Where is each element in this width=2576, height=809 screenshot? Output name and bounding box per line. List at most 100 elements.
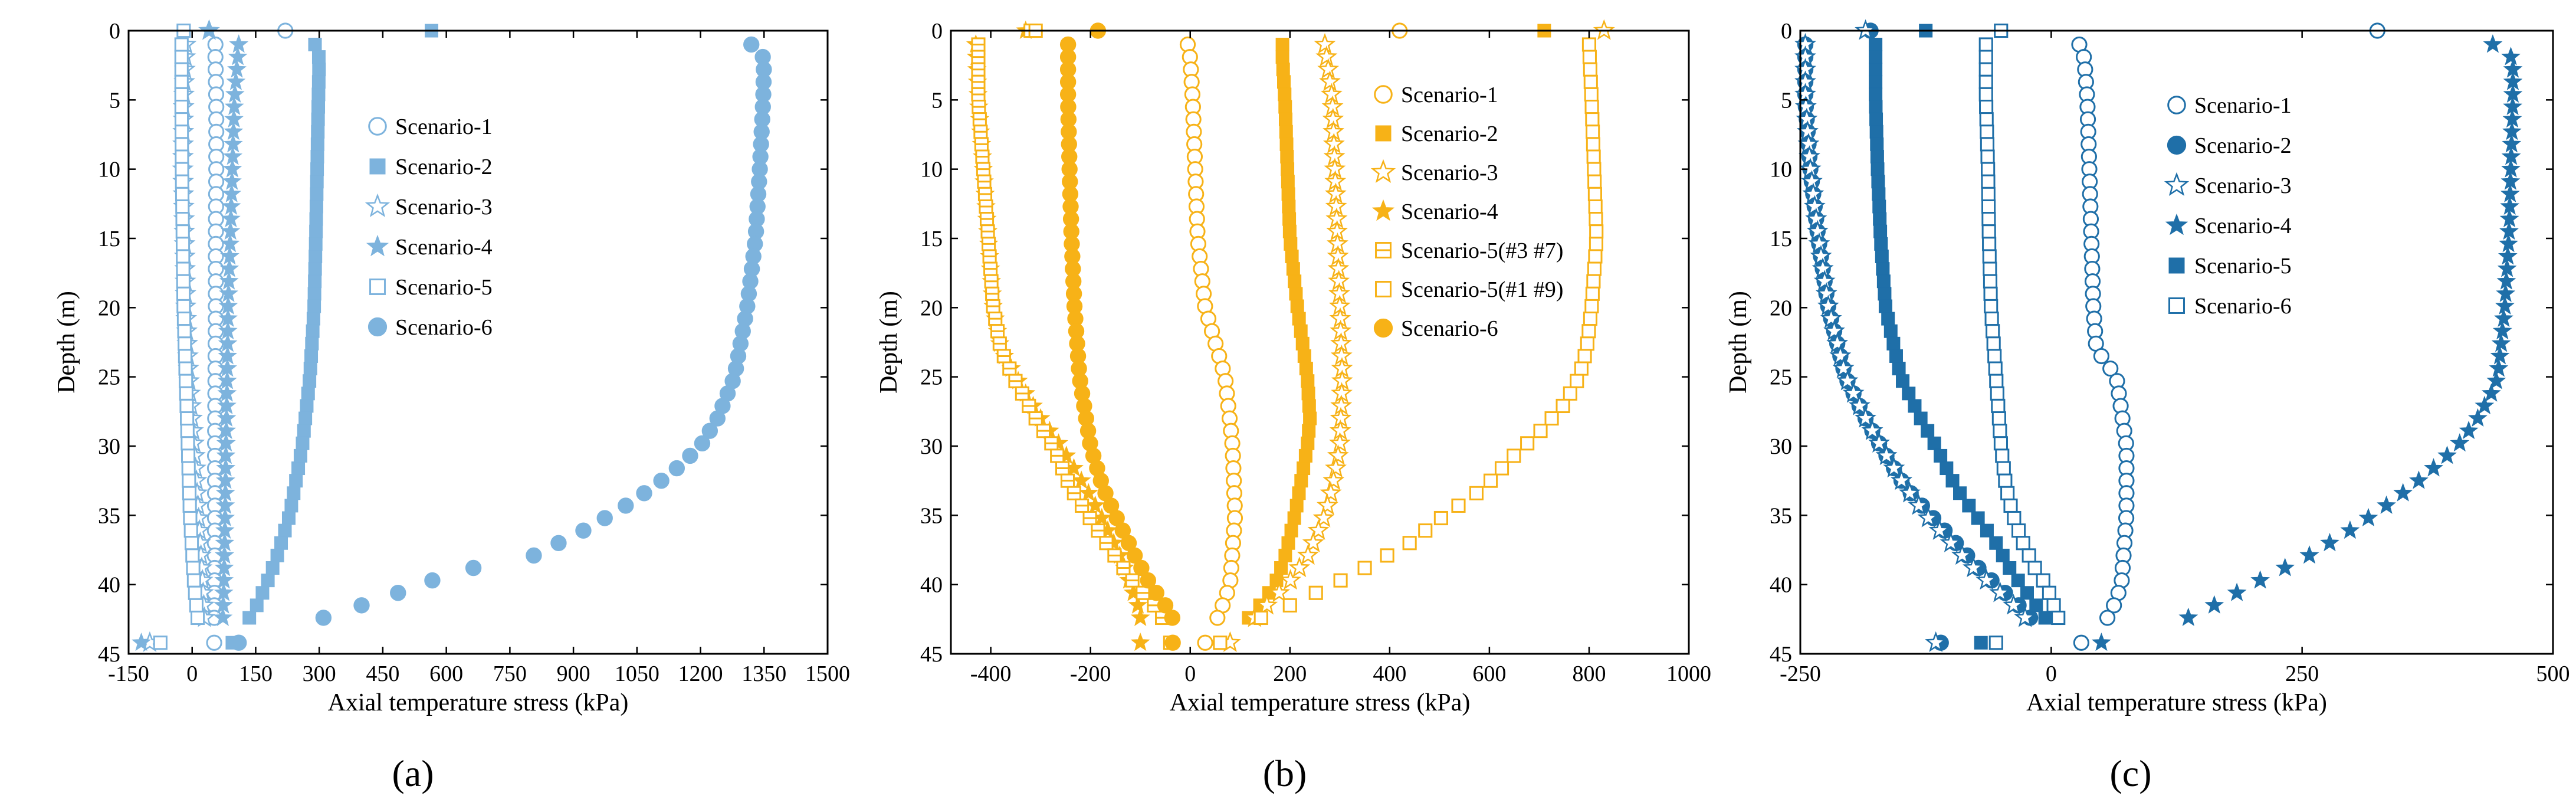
data-point — [1055, 461, 1070, 476]
data-point — [309, 250, 323, 264]
data-point — [1580, 336, 1594, 351]
data-point — [1278, 100, 1292, 114]
series-scenario-2 — [225, 24, 438, 650]
legend-entry: Scenario-6 — [1401, 316, 1498, 341]
data-point — [1951, 543, 1973, 565]
data-point — [1878, 287, 1892, 301]
y-tick-label: 35 — [1770, 503, 1792, 528]
x-tick-label: 1500 — [805, 661, 850, 686]
y-axis-label: Depth (m) — [53, 291, 80, 394]
data-point — [1870, 137, 1884, 151]
data-point — [255, 586, 270, 600]
data-point — [1282, 212, 1297, 226]
data-point — [1871, 175, 1885, 189]
legend-marker — [368, 117, 387, 136]
legend-entry: Scenario-3 — [1401, 161, 1498, 185]
data-point — [1281, 162, 1295, 176]
data-point — [2450, 433, 2470, 452]
data-point — [1891, 469, 1912, 490]
data-point — [1874, 237, 1888, 251]
data-point — [1586, 274, 1601, 289]
legend-entry: Scenario-3 — [395, 195, 493, 220]
data-point — [2051, 610, 2066, 625]
data-point — [1869, 87, 1883, 101]
data-point — [308, 262, 322, 276]
data-point — [1978, 37, 1993, 52]
legend: Scenario-1 Scenario-2 Scenario-3 Scenario-4… — [365, 114, 493, 340]
data-point — [1983, 274, 1998, 289]
data-point — [1842, 382, 1865, 403]
data-point — [2250, 570, 2270, 589]
data-point — [1802, 182, 1824, 204]
panel-b: -400 -200 0 200 400 600 800 1000 0 5 10 15 20 25 30 35 4… — [875, 19, 1711, 716]
data-point — [1587, 162, 1602, 176]
data-point — [1812, 257, 1834, 279]
data-point — [986, 299, 1000, 314]
x-tick-label: 500 — [2536, 661, 2570, 686]
legend-entry: Scenario-4 — [395, 235, 493, 260]
data-point — [353, 597, 370, 614]
data-point — [2492, 320, 2512, 340]
data-point — [982, 249, 997, 264]
data-point — [1971, 511, 1985, 525]
data-point — [2007, 510, 2022, 526]
data-point — [300, 399, 314, 413]
data-point — [550, 535, 567, 551]
data-point — [971, 62, 986, 77]
data-point — [1563, 386, 1577, 401]
data-point — [175, 199, 190, 214]
panel-a: -150 0 150 300 450 600 750 900 1050 1200 1350 1500 0… — [53, 19, 850, 716]
y-tick-label: 35 — [920, 503, 943, 528]
data-point — [1402, 536, 1417, 551]
data-point — [976, 162, 991, 176]
series-scenario-5 — [1869, 24, 2052, 650]
data-point — [310, 137, 324, 151]
data-point — [1980, 125, 1994, 139]
data-point — [1280, 150, 1294, 164]
legend-marker — [367, 317, 388, 337]
data-point — [1533, 424, 1548, 438]
data-point — [1036, 424, 1051, 438]
data-point — [2475, 395, 2495, 414]
data-point — [183, 510, 198, 526]
data-point — [2011, 574, 2025, 588]
data-point — [1577, 349, 1592, 363]
data-point — [311, 125, 325, 139]
data-point — [293, 448, 307, 463]
y-tick-label: 15 — [920, 227, 943, 251]
data-point — [298, 411, 313, 425]
data-point — [1583, 62, 1597, 77]
data-point — [2299, 545, 2319, 564]
data-point — [178, 361, 193, 376]
data-point — [1002, 361, 1017, 376]
data-point — [1991, 398, 2006, 414]
y-tick-label: 45 — [98, 642, 120, 667]
y-tick-label: 45 — [1770, 642, 1792, 667]
data-point — [2029, 598, 2043, 613]
data-point — [1980, 137, 1994, 152]
y-tick-label: 30 — [98, 434, 120, 459]
y-tick-label: 0 — [109, 19, 120, 44]
data-point — [303, 374, 317, 388]
x-tick-label: 1350 — [741, 661, 786, 686]
data-point — [1587, 261, 1602, 276]
data-point — [2498, 246, 2518, 265]
x-tick-label: 1000 — [1666, 661, 1711, 686]
data-point — [1801, 170, 1823, 191]
data-point — [1586, 125, 1600, 139]
data-point — [1584, 100, 1599, 114]
data-point — [1329, 431, 1351, 453]
data-point — [1164, 610, 1181, 626]
data-point — [182, 486, 197, 500]
data-point — [1297, 543, 1319, 565]
data-point — [1320, 482, 1342, 503]
legend: Scenario-1 Scenario-2 Scenario-3 Scenario-4… — [1370, 83, 1563, 341]
data-point — [177, 324, 192, 339]
data-point — [2499, 234, 2519, 253]
data-point — [175, 162, 189, 176]
data-point — [1993, 424, 2007, 438]
data-point — [1282, 199, 1296, 214]
data-point — [1962, 499, 1976, 513]
series-scenario-3 — [1219, 19, 1615, 652]
data-point — [1981, 224, 1996, 239]
